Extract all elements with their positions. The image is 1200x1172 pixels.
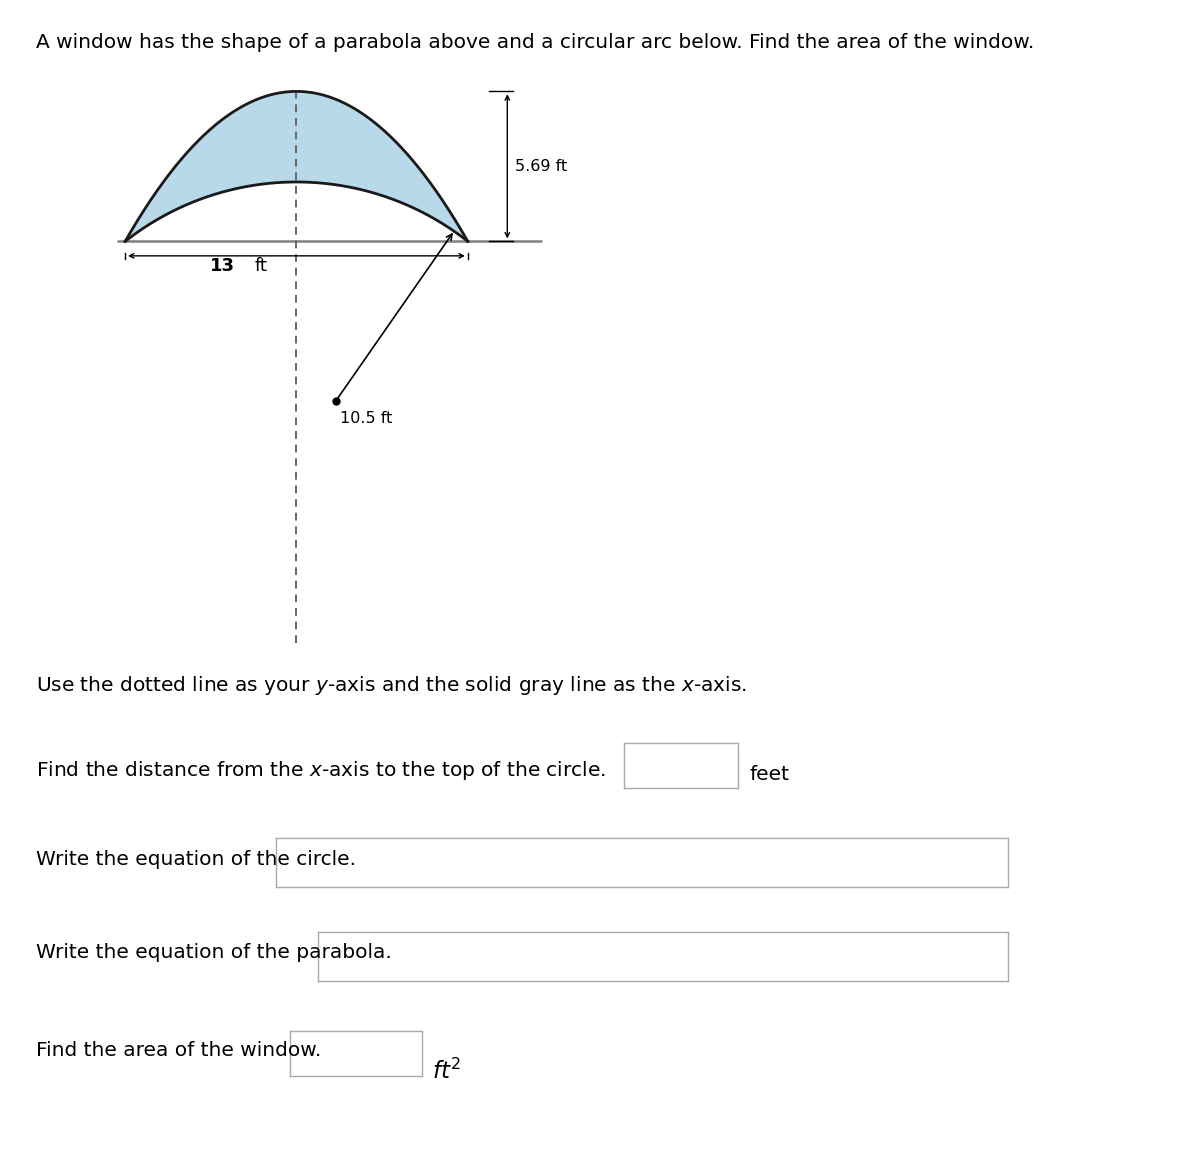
Text: Write the equation of the circle.: Write the equation of the circle. [36,850,356,868]
Text: feet: feet [750,765,790,784]
Text: Write the equation of the parabola.: Write the equation of the parabola. [36,943,391,962]
Text: 10.5 ft: 10.5 ft [340,411,392,427]
Text: 5.69 ft: 5.69 ft [515,159,568,173]
Text: Find the area of the window.: Find the area of the window. [36,1041,322,1059]
Text: $ft^2$: $ft^2$ [432,1058,461,1084]
Text: Use the dotted line as your $y$-axis and the solid gray line as the $x$-axis.: Use the dotted line as your $y$-axis and… [36,674,746,697]
Text: A window has the shape of a parabola above and a circular arc below. Find the ar: A window has the shape of a parabola abo… [36,33,1034,52]
Text: ft: ft [254,257,268,275]
Text: 13: 13 [210,257,235,275]
Text: Find the distance from the $x$-axis to the top of the circle.: Find the distance from the $x$-axis to t… [36,759,606,783]
